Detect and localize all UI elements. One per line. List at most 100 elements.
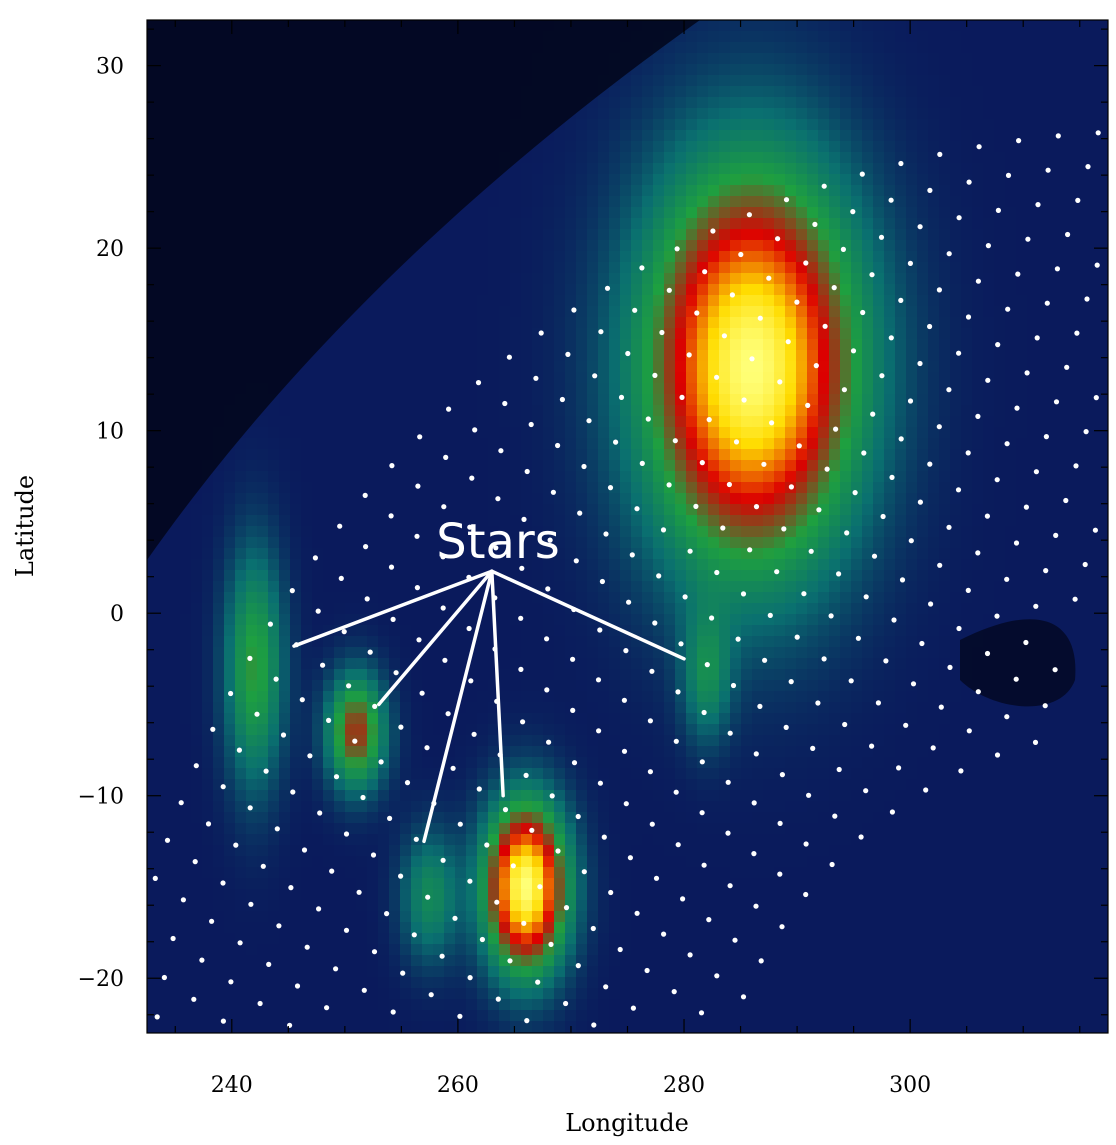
heatmap-cell (906, 185, 918, 197)
heatmap-cell (972, 31, 984, 43)
heatmap-cell (1060, 394, 1072, 406)
heatmap-cell (719, 119, 731, 131)
heatmap-cell (829, 350, 841, 362)
heatmap-cell (719, 548, 731, 560)
heatmap-cell (708, 152, 720, 164)
heatmap-cell (719, 163, 731, 175)
heatmap-cell (1027, 526, 1039, 538)
heatmap-cell (422, 405, 434, 417)
heatmap-cell (565, 185, 577, 197)
heatmap-cell (598, 339, 610, 351)
heatmap-cell (961, 174, 973, 186)
heatmap-cell (928, 163, 940, 175)
heatmap-cell (774, 328, 786, 340)
heatmap-cell (1027, 207, 1039, 219)
heatmap-cell (664, 240, 676, 252)
heatmap-cell (840, 86, 852, 98)
heatmap-cell (609, 163, 621, 175)
heatmap-cell (1049, 152, 1061, 164)
heatmap-cell (664, 163, 676, 175)
heatmap-cell (697, 394, 709, 406)
heatmap-cell (301, 559, 313, 571)
heatmap-cell (741, 350, 753, 362)
heatmap-cell (763, 537, 775, 549)
heatmap-cell (906, 53, 918, 65)
heatmap-cell (917, 383, 929, 395)
heatmap-cell (1027, 493, 1039, 505)
heatmap-cell (730, 372, 742, 384)
heatmap-cell (708, 559, 720, 571)
heatmap-cell (796, 152, 808, 164)
heatmap-cell (400, 471, 412, 483)
heatmap-cell (235, 460, 247, 472)
heatmap-cell (444, 471, 456, 483)
heatmap-cell (576, 251, 588, 263)
heatmap-cell (994, 427, 1006, 439)
heatmap-cell (620, 592, 632, 604)
heatmap-cell (334, 493, 346, 505)
heatmap-cell (785, 20, 797, 32)
heatmap-cell (785, 130, 797, 142)
heatmap-cell (950, 207, 962, 219)
heatmap-cell (686, 317, 698, 329)
heatmap-cell (1104, 548, 1108, 560)
heatmap-cell (741, 284, 753, 296)
heatmap-cell (235, 449, 247, 461)
heatmap-cell (356, 526, 368, 538)
heatmap-cell (323, 482, 335, 494)
heatmap-cell (1016, 240, 1028, 252)
heatmap-cell (961, 317, 973, 329)
heatmap-cell (444, 262, 456, 274)
heatmap-cell (290, 570, 302, 582)
heatmap-cell (598, 504, 610, 516)
heatmap-cell (653, 493, 665, 505)
heatmap-cell (576, 196, 588, 208)
heatmap-cell (543, 372, 555, 384)
heatmap-cell (1060, 295, 1072, 307)
heatmap-cell (213, 493, 225, 505)
heatmap-cell (1027, 196, 1039, 208)
heatmap-cell (422, 537, 434, 549)
heatmap-cell (686, 284, 698, 296)
heatmap-cell (730, 427, 742, 439)
heatmap-cell (422, 295, 434, 307)
heatmap-cell (862, 625, 874, 637)
heatmap-cell (818, 251, 830, 263)
heatmap-cell (752, 394, 764, 406)
heatmap-cell (554, 427, 566, 439)
heatmap-cell (840, 449, 852, 461)
heatmap-cell (246, 581, 258, 593)
heatmap-cell (829, 383, 841, 395)
heatmap-cell (576, 603, 588, 615)
heatmap-cell (1071, 493, 1083, 505)
heatmap-cell (862, 185, 874, 197)
heatmap-cell (939, 141, 951, 153)
heatmap-cell (730, 515, 742, 527)
heatmap-cell (301, 592, 313, 604)
heatmap-cell (708, 361, 720, 373)
heatmap-cell (653, 438, 665, 450)
heatmap-cell (576, 119, 588, 131)
heatmap-cell (1093, 427, 1105, 439)
heatmap-cell (488, 427, 500, 439)
heatmap-cell (180, 504, 192, 516)
heatmap-cell (1071, 438, 1083, 450)
heatmap-cell (334, 570, 346, 582)
heatmap-cell (301, 581, 313, 593)
heatmap-cell (532, 240, 544, 252)
heatmap-cell (1049, 141, 1061, 153)
heatmap-cell (785, 515, 797, 527)
heatmap-cell (1060, 515, 1072, 527)
heatmap-cell (686, 207, 698, 219)
heatmap-cell (928, 75, 940, 87)
heatmap-cell (983, 163, 995, 175)
heatmap-cell (994, 108, 1006, 120)
heatmap-cell (708, 53, 720, 65)
heatmap-cell (543, 504, 555, 516)
heatmap-cell (433, 537, 445, 549)
heatmap-cell (510, 328, 522, 340)
heatmap-cell (1093, 229, 1105, 241)
heatmap-cell (642, 570, 654, 582)
heatmap-cell (983, 350, 995, 362)
heatmap-cell (257, 592, 269, 604)
